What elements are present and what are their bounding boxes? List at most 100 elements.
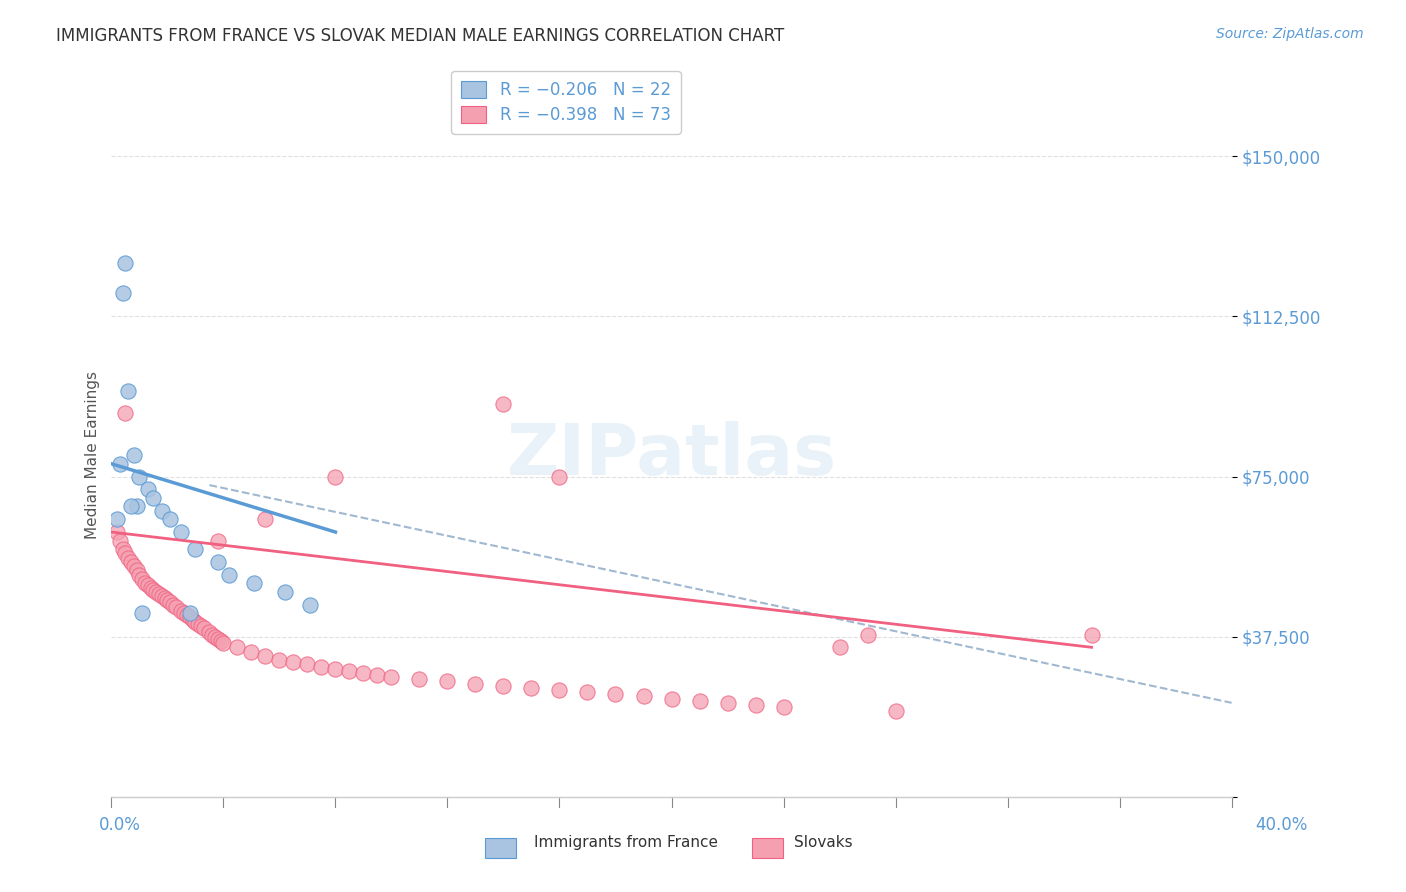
Point	[772, 700, 794, 714]
Point	[269, 653, 291, 667]
Point	[170, 604, 193, 618]
Point	[159, 512, 181, 526]
Point	[159, 595, 181, 609]
Point	[520, 681, 543, 695]
Point	[548, 683, 571, 698]
Point	[114, 546, 136, 560]
Point	[856, 627, 879, 641]
Point	[139, 581, 162, 595]
Point	[828, 640, 851, 655]
Point	[179, 606, 201, 620]
Point	[179, 610, 201, 624]
Text: ZIPatlas: ZIPatlas	[506, 421, 837, 490]
Point	[299, 598, 322, 612]
Point	[380, 670, 402, 684]
Text: 0.0%: 0.0%	[98, 816, 141, 834]
Point	[204, 630, 226, 644]
Point	[207, 555, 229, 569]
Text: Slovaks: Slovaks	[794, 836, 853, 850]
Point	[142, 491, 165, 505]
Point	[689, 694, 711, 708]
Point	[243, 576, 266, 591]
Point	[716, 696, 738, 710]
Point	[153, 591, 176, 606]
Point	[136, 578, 159, 592]
Point	[576, 685, 599, 699]
Point	[117, 384, 139, 399]
Point	[105, 512, 128, 526]
Text: IMMIGRANTS FROM FRANCE VS SLOVAK MEDIAN MALE EARNINGS CORRELATION CHART: IMMIGRANTS FROM FRANCE VS SLOVAK MEDIAN …	[56, 27, 785, 45]
Point	[492, 679, 515, 693]
Point	[325, 469, 347, 483]
Point	[128, 469, 150, 483]
Point	[492, 397, 515, 411]
Point	[283, 655, 305, 669]
Point	[633, 690, 655, 704]
Point	[173, 606, 195, 620]
Point	[884, 704, 907, 718]
Text: 40.0%: 40.0%	[1256, 816, 1308, 834]
Point	[108, 457, 131, 471]
Point	[209, 634, 232, 648]
Point	[150, 589, 173, 603]
Point	[148, 587, 170, 601]
Point	[548, 469, 571, 483]
Point	[165, 599, 187, 614]
Text: Immigrants from France: Immigrants from France	[534, 836, 718, 850]
Point	[311, 659, 333, 673]
Point	[170, 524, 193, 539]
Point	[120, 555, 142, 569]
Point	[325, 662, 347, 676]
Point	[366, 668, 388, 682]
Point	[125, 500, 148, 514]
Point	[120, 500, 142, 514]
Point	[274, 584, 297, 599]
Point	[240, 644, 263, 658]
Point	[150, 504, 173, 518]
Point	[125, 564, 148, 578]
Point	[122, 559, 145, 574]
Point	[111, 542, 134, 557]
Point	[145, 584, 167, 599]
Point	[111, 285, 134, 300]
Text: Source: ZipAtlas.com: Source: ZipAtlas.com	[1216, 27, 1364, 41]
Y-axis label: Median Male Earnings: Median Male Earnings	[86, 371, 100, 539]
Point	[136, 483, 159, 497]
Point	[156, 593, 179, 607]
Point	[464, 676, 486, 690]
Point	[105, 524, 128, 539]
Point	[122, 448, 145, 462]
Point	[218, 567, 240, 582]
Point	[184, 615, 207, 629]
Point	[207, 533, 229, 548]
Point	[207, 632, 229, 646]
Point	[744, 698, 766, 712]
Point	[187, 616, 209, 631]
Point	[212, 636, 235, 650]
Point	[201, 627, 224, 641]
Point	[190, 619, 212, 633]
Point	[181, 613, 204, 627]
Point	[117, 550, 139, 565]
Point	[184, 542, 207, 557]
Point	[142, 582, 165, 597]
Point	[131, 572, 153, 586]
Point	[114, 405, 136, 419]
Point	[408, 673, 430, 687]
Point	[339, 664, 361, 678]
Point	[176, 608, 198, 623]
Point	[193, 621, 215, 635]
Point	[226, 640, 249, 655]
Point	[297, 657, 319, 672]
Point	[198, 625, 221, 640]
Point	[128, 567, 150, 582]
Legend: R = −0.206   N = 22, R = −0.398   N = 73: R = −0.206 N = 22, R = −0.398 N = 73	[451, 70, 681, 134]
Point	[661, 691, 683, 706]
Point	[353, 665, 375, 680]
Point	[162, 598, 184, 612]
Point	[605, 687, 627, 701]
Point	[114, 256, 136, 270]
Point	[254, 648, 277, 663]
Point	[436, 674, 458, 689]
Point	[254, 512, 277, 526]
